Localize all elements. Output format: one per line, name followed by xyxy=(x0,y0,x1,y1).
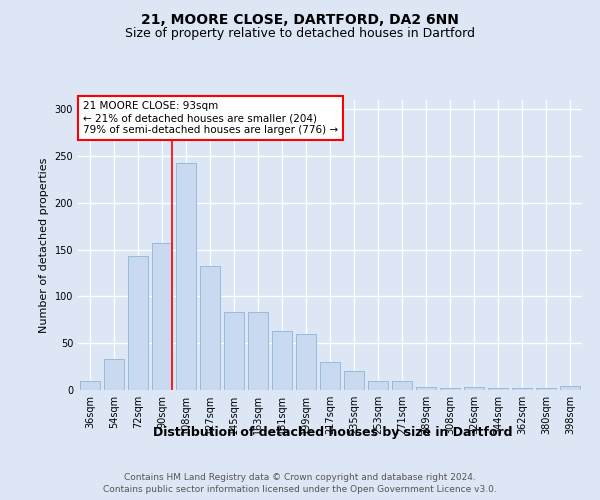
Bar xyxy=(272,331,292,390)
Bar xyxy=(176,162,196,390)
Bar xyxy=(464,387,484,390)
Bar xyxy=(80,380,100,390)
Bar xyxy=(344,372,364,390)
Bar xyxy=(440,388,460,390)
Y-axis label: Number of detached properties: Number of detached properties xyxy=(39,158,49,332)
Text: 21, MOORE CLOSE, DARTFORD, DA2 6NN: 21, MOORE CLOSE, DARTFORD, DA2 6NN xyxy=(141,12,459,26)
Bar xyxy=(224,312,244,390)
Text: Distribution of detached houses by size in Dartford: Distribution of detached houses by size … xyxy=(153,426,513,439)
Bar xyxy=(296,334,316,390)
Bar xyxy=(536,388,556,390)
Bar xyxy=(392,380,412,390)
Bar xyxy=(200,266,220,390)
Bar xyxy=(416,387,436,390)
Bar xyxy=(152,243,172,390)
Text: Size of property relative to detached houses in Dartford: Size of property relative to detached ho… xyxy=(125,28,475,40)
Bar xyxy=(104,359,124,390)
Bar xyxy=(320,362,340,390)
Bar xyxy=(512,388,532,390)
Bar xyxy=(128,256,148,390)
Bar xyxy=(560,386,580,390)
Bar xyxy=(488,388,508,390)
Text: Contains HM Land Registry data © Crown copyright and database right 2024.
Contai: Contains HM Land Registry data © Crown c… xyxy=(103,472,497,494)
Bar xyxy=(368,380,388,390)
Bar xyxy=(248,312,268,390)
Text: 21 MOORE CLOSE: 93sqm
← 21% of detached houses are smaller (204)
79% of semi-det: 21 MOORE CLOSE: 93sqm ← 21% of detached … xyxy=(83,102,338,134)
